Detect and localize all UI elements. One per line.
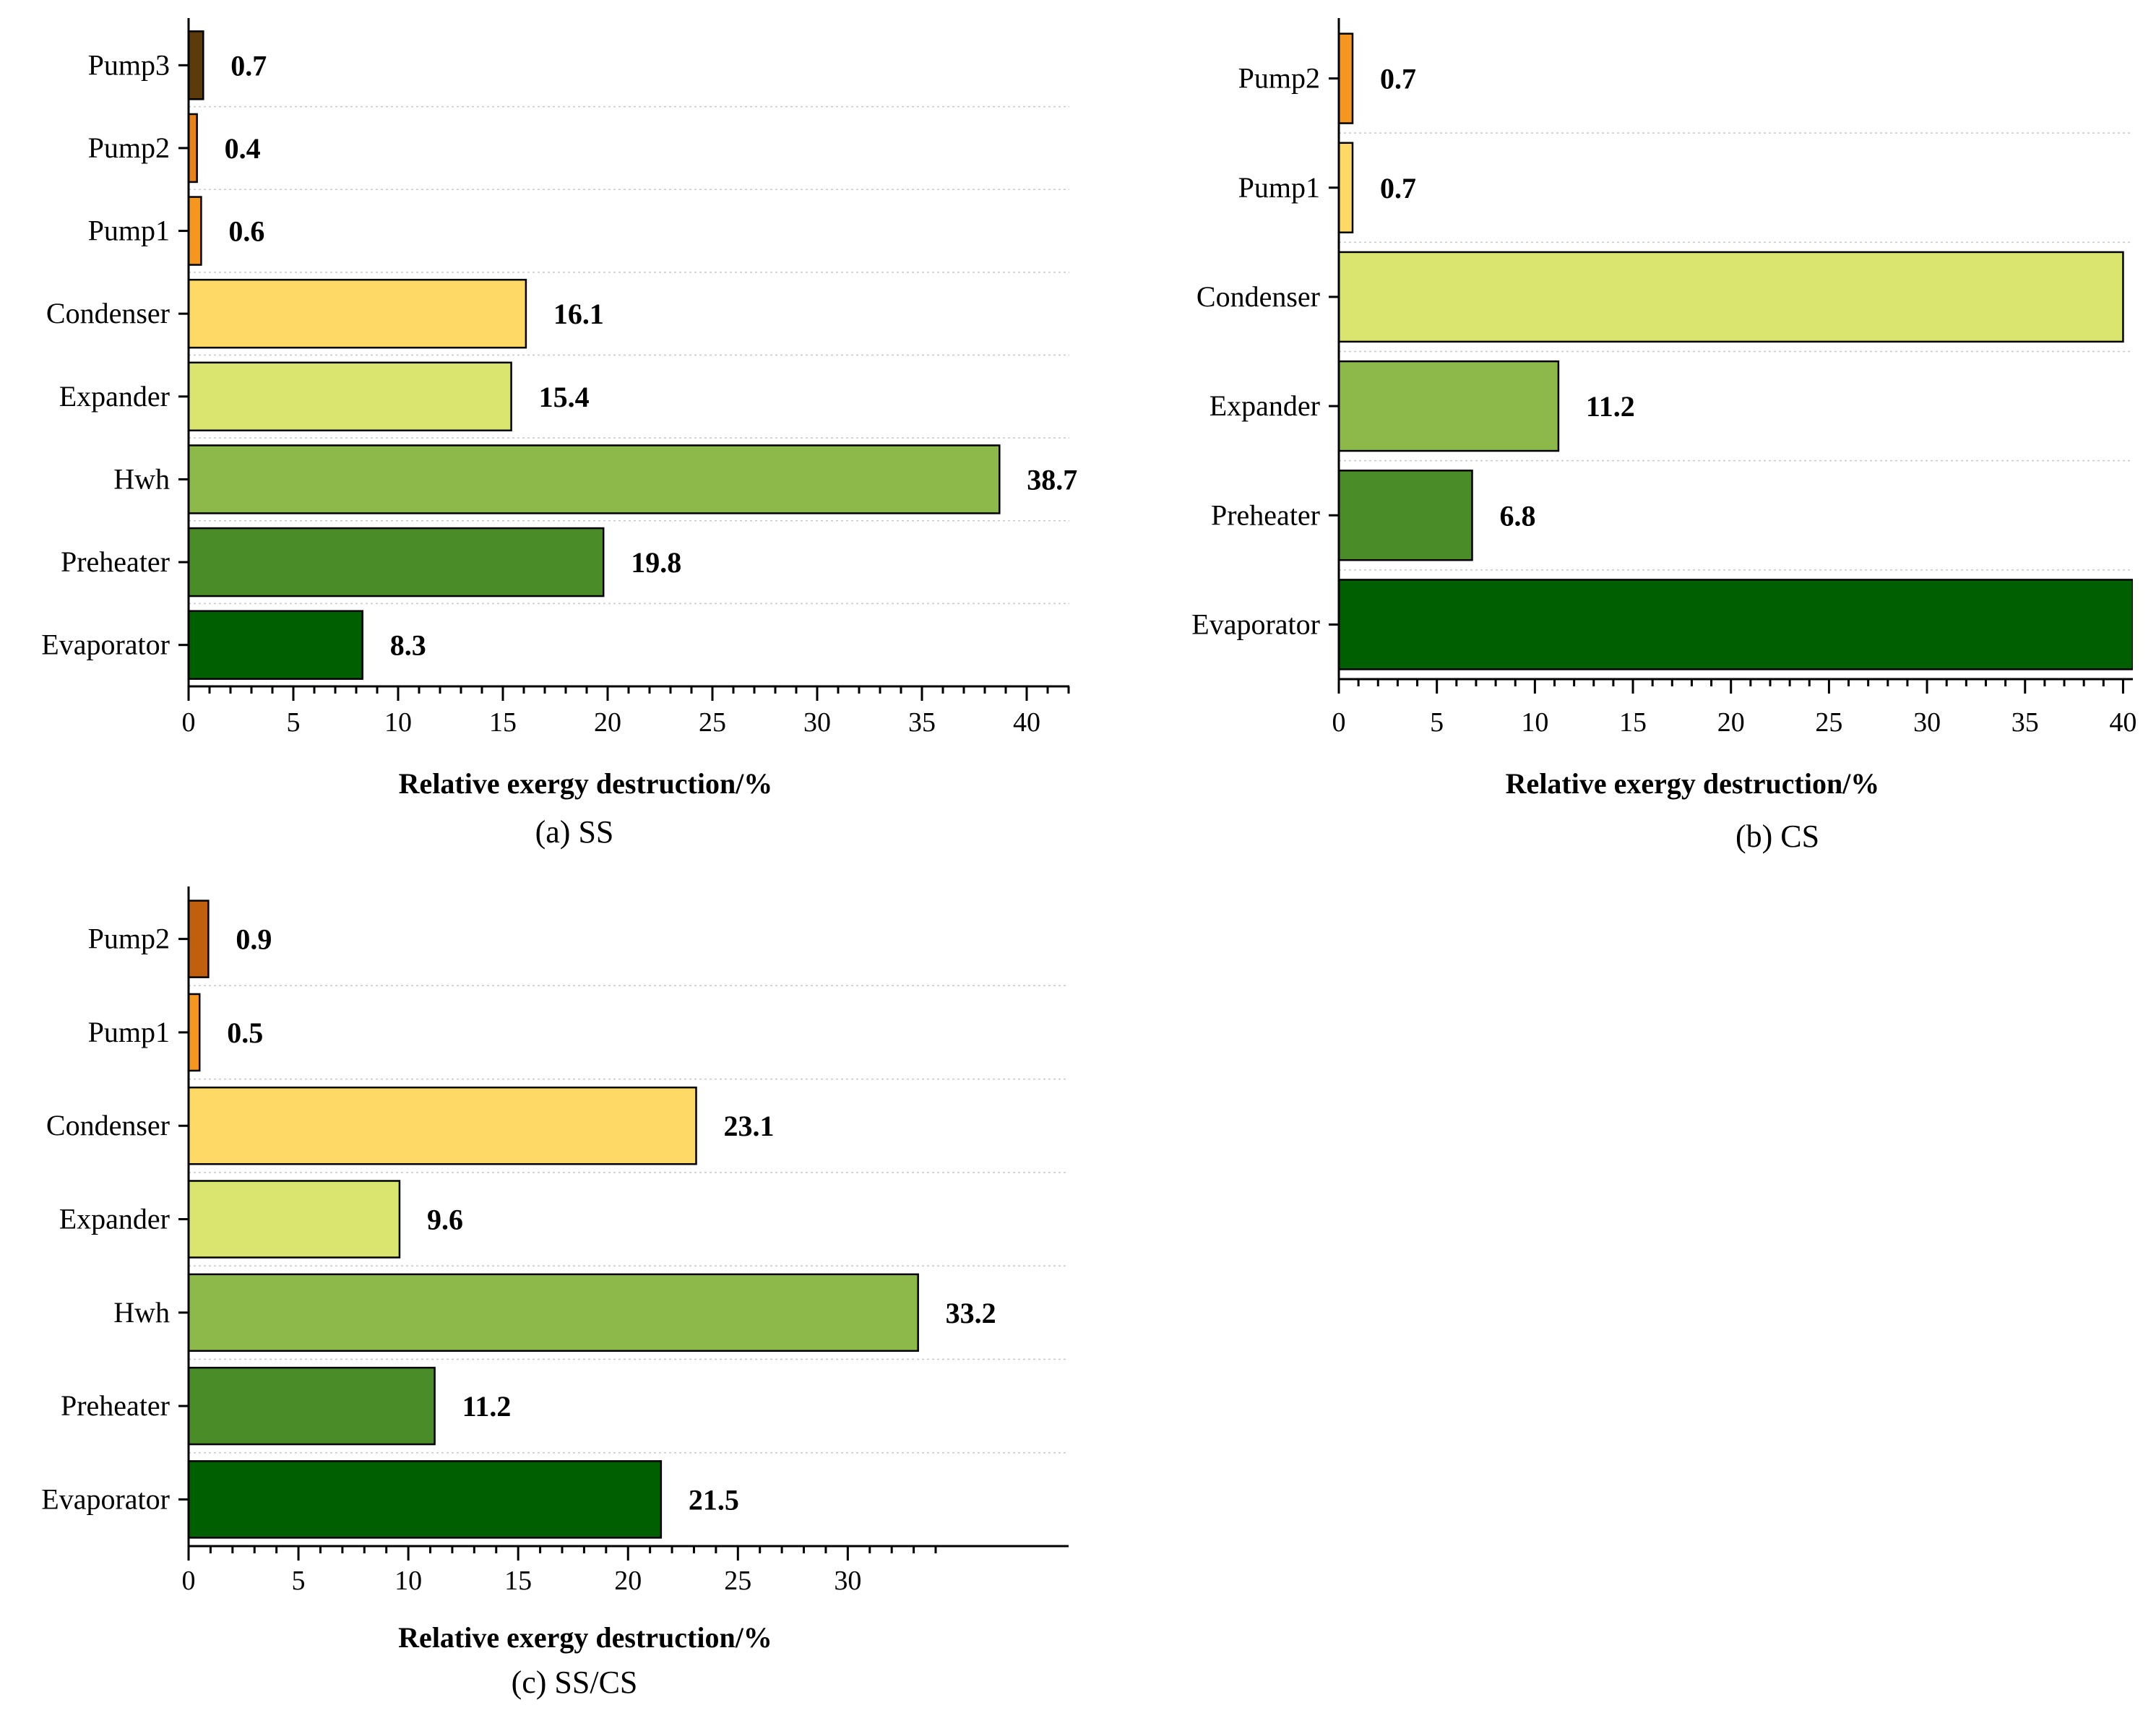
value-label: 21.5 [689, 1483, 739, 1516]
bar-group [1337, 33, 2133, 670]
value-label: 19.8 [631, 546, 681, 579]
x-tick-label: 15 [1619, 707, 1647, 738]
x-tick-label: 40 [2109, 707, 2136, 738]
x-tick-label: 20 [614, 1566, 642, 1596]
value-label: 0.7 [230, 49, 267, 82]
bar-pump1 [187, 196, 202, 266]
x-axis-title: Relative exergy destruction/% [399, 767, 773, 800]
chart-panel-2: Pump2 0.7 Pump1 0.7 Condenser Expander 11.2 Pre… [1191, 18, 2136, 854]
value-label: 23.1 [724, 1110, 775, 1142]
x-tick-label: 35 [2011, 707, 2039, 738]
category-label: Evaporator [41, 1483, 170, 1515]
bar-hwh [187, 1273, 919, 1352]
bar-expander [187, 361, 512, 432]
category-label: Evaporator [41, 629, 170, 661]
value-label: 33.2 [946, 1297, 996, 1329]
category-label: Hwh [113, 462, 170, 495]
x-tick-label: 35 [908, 707, 936, 738]
bar-preheater [1337, 470, 1473, 561]
value-label: 16.1 [553, 298, 604, 330]
bar-evaporator [187, 610, 363, 680]
panel-caption: (b) CS [1735, 819, 1819, 854]
value-label: 0.7 [1380, 63, 1416, 95]
value-label: 8.3 [390, 629, 426, 662]
value-label: 0.5 [227, 1017, 263, 1049]
bar-preheater [187, 527, 605, 597]
x-tick-label: 5 [1430, 707, 1444, 738]
x-tick-label: 30 [834, 1566, 861, 1596]
bar-group [187, 30, 1001, 680]
value-label: 38.7 [1027, 463, 1077, 496]
x-tick-label: 15 [504, 1566, 532, 1596]
category-label: Evaporator [1191, 608, 1320, 640]
category-label: Pump2 [88, 131, 170, 164]
x-axis-title: Relative exergy destruction/% [1506, 767, 1880, 800]
x-tick-label: 30 [1913, 707, 1941, 738]
category-label: Pump3 [88, 48, 170, 81]
category-label: Hwh [113, 1296, 170, 1329]
x-tick-label: 5 [287, 707, 301, 738]
bar-group [187, 899, 919, 1539]
category-label: Condenser [1196, 280, 1320, 313]
category-label: Preheater [61, 545, 170, 578]
bar-evaporator [187, 1460, 663, 1539]
bar-evaporator [1337, 579, 2133, 670]
x-tick-label: 25 [724, 1566, 751, 1596]
category-label: Pump1 [88, 1016, 170, 1048]
category-label: Condenser [46, 1109, 170, 1142]
value-label: 9.6 [427, 1204, 463, 1236]
category-label: Pump1 [88, 215, 170, 247]
bar-pump1 [187, 993, 201, 1072]
category-label: Expander [59, 380, 170, 413]
x-tick-label: 20 [1717, 707, 1745, 738]
bar-hwh [187, 444, 1001, 514]
x-tick-label: 25 [699, 707, 726, 738]
bar-condenser [187, 1086, 697, 1165]
chart-panel-3: Pump2 0.9 Pump1 0.5 Condenser 23.1 Expander 9.6… [41, 886, 1069, 1700]
bar-pump2 [187, 899, 210, 978]
x-tick-label: 25 [1815, 707, 1842, 738]
value-label: 0.7 [1380, 172, 1416, 204]
x-tick-label: 40 [1013, 707, 1040, 738]
x-tick-label: 20 [594, 707, 621, 738]
value-label: 11.2 [462, 1390, 512, 1423]
x-tick-label: 30 [803, 707, 831, 738]
category-label: Expander [59, 1203, 170, 1235]
chart-panel-1: Pump3 0.7 Pump2 0.4 Pump1 0.6 Condenser 16.1 Exp… [41, 18, 1077, 850]
category-label: Pump2 [88, 923, 170, 955]
value-label: 11.2 [1586, 390, 1635, 423]
category-label: Pump2 [1238, 62, 1320, 95]
value-label: 0.6 [228, 215, 264, 248]
x-tick-label: 10 [394, 1566, 422, 1596]
category-label: Preheater [61, 1389, 170, 1422]
bar-pump3 [187, 30, 204, 100]
panel-caption: (c) SS/CS [512, 1665, 638, 1700]
bar-pump2 [1337, 33, 1354, 124]
x-tick-label: 0 [182, 707, 196, 738]
bar-pump1 [1337, 142, 1354, 233]
value-label: 6.8 [1500, 499, 1536, 532]
bar-pump2 [187, 113, 198, 184]
x-tick-label: 5 [292, 1566, 306, 1596]
panel-caption: (a) SS [535, 814, 614, 850]
x-tick-label: 0 [1332, 707, 1346, 738]
category-label: Expander [1209, 389, 1320, 422]
x-tick-label: 10 [1521, 707, 1548, 738]
bar-condenser [187, 278, 527, 349]
x-tick-label: 0 [182, 1566, 196, 1596]
x-tick-label: 10 [384, 707, 412, 738]
category-label: Condenser [46, 297, 170, 329]
value-label: 0.4 [225, 132, 261, 165]
x-tick-label: 15 [489, 707, 517, 738]
x-axis-title: Relative exergy destruction/% [398, 1621, 772, 1654]
category-label: Preheater [1211, 499, 1320, 531]
bar-expander [1337, 360, 1560, 452]
value-label: 15.4 [539, 381, 590, 413]
value-label: 0.9 [236, 923, 272, 956]
bar-condenser [1337, 251, 2124, 343]
category-label: Pump1 [1238, 171, 1320, 204]
bar-preheater [187, 1366, 436, 1446]
bar-expander [187, 1180, 401, 1259]
